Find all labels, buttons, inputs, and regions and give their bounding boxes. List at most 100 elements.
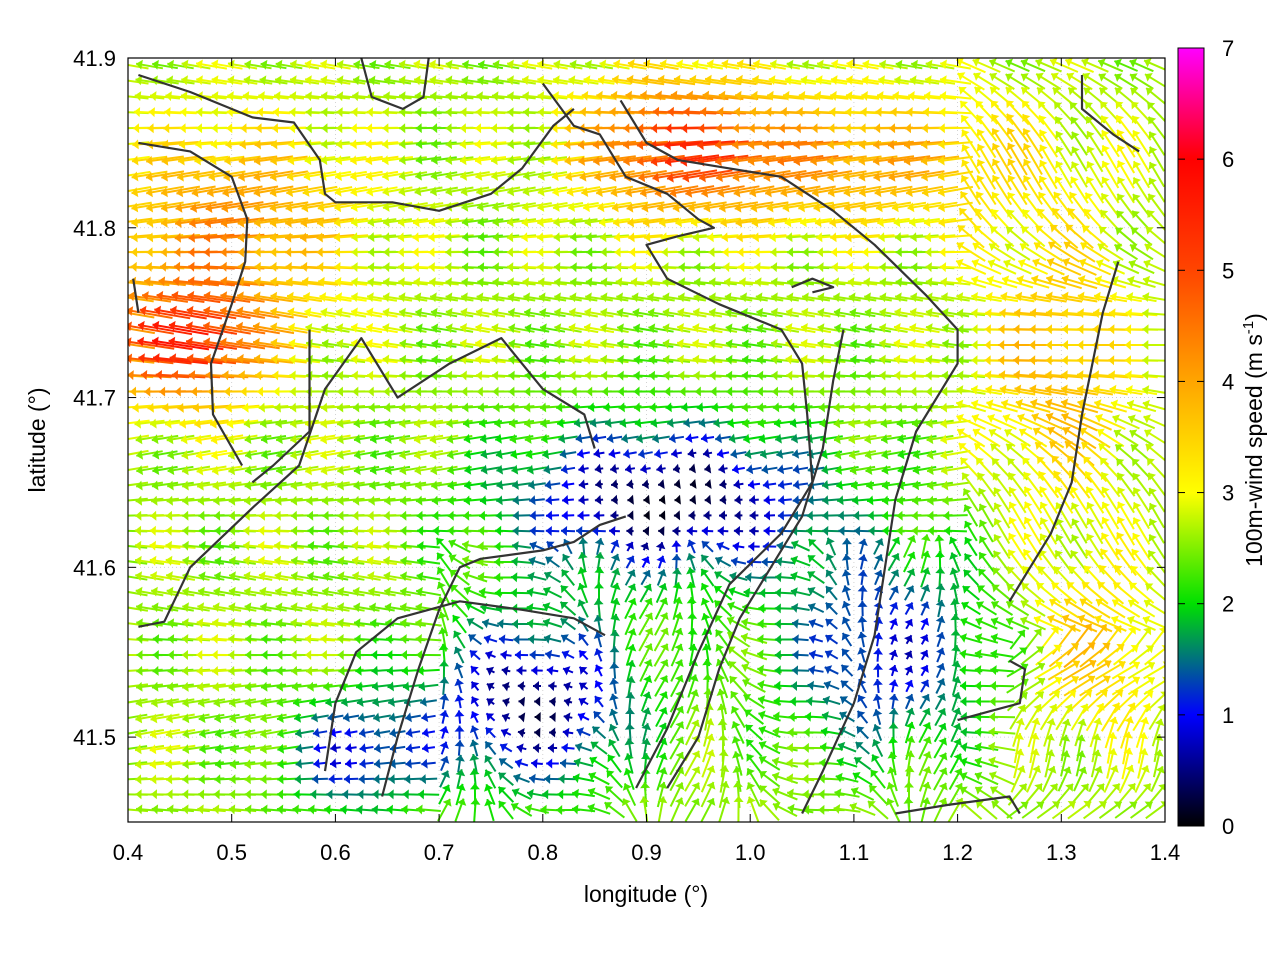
wind-arrow [1127,661,1156,680]
wind-arrow [822,525,841,536]
wind-arrow [366,186,398,197]
wind-arrow [730,556,747,567]
wind-arrow [470,798,481,822]
wind-arrow [862,59,894,70]
wind-arrow [774,650,796,660]
wind-arrow [942,495,969,506]
wind-arrow [470,696,480,707]
wind-arrow [544,479,561,490]
wind-arrow [211,75,243,86]
wind-arrow [1146,101,1165,123]
wind-arrow [1038,175,1059,205]
wind-arrow [627,510,634,521]
wind-arrow [517,728,526,738]
wind-arrow [382,171,413,181]
wind-arrow [383,75,412,86]
wind-arrow [1022,128,1044,159]
wind-arrow [910,232,939,243]
wind-arrow [561,510,575,521]
wind-arrow [1132,517,1151,545]
wind-arrow [894,232,924,243]
wind-arrow [1069,101,1090,124]
wind-arrow [498,800,514,820]
wind-arrow [701,540,714,553]
wind-arrow [1147,193,1165,218]
wind-arrow [641,707,652,727]
wind-arrow [357,712,376,723]
wind-arrow [1113,243,1139,261]
wind-arrow [871,738,884,758]
wind-arrow [1101,129,1120,158]
wind-arrow [872,694,883,709]
wind-arrow [934,693,946,710]
wind-arrow [1100,532,1121,561]
wind-arrow [604,785,625,804]
wind-arrow [800,217,832,228]
wind-arrow [498,634,514,645]
wind-arrow [674,494,681,505]
wind-arrow [1019,242,1047,262]
wind-arrow [1112,414,1140,430]
wind-arrow [718,510,728,521]
wind-arrow [1114,73,1138,90]
wind-arrow [1007,158,1028,191]
wind-arrow [551,170,585,182]
wind-arrow [1143,58,1165,71]
wind-arrow [719,494,727,505]
wind-arrow [908,91,941,101]
wind-arrow [165,91,196,102]
wind-arrow [732,170,776,182]
wind-arrow [1055,160,1073,189]
wind-arrow [1132,160,1151,189]
wind-arrow [733,479,744,490]
wind-arrow [792,464,809,475]
x-tick-label: 1.1 [839,840,870,865]
wind-arrow [736,59,772,70]
wind-arrow [714,556,732,567]
wind-arrow [188,232,235,243]
wind-arrow [702,448,713,459]
wind-arrow [469,739,480,757]
wind-arrow [405,712,421,723]
wind-arrow [920,155,960,166]
wind-arrow [128,155,150,161]
wind-arrow [415,154,442,165]
wind-arrow [317,201,354,213]
wind-arrow [491,91,521,102]
wind-arrow [449,584,470,602]
wind-arrow [1024,703,1042,731]
wind-arrow [561,568,575,587]
wind-arrow [1066,72,1093,91]
wind-arrow [499,743,513,753]
wind-arrow [593,598,604,619]
wind-arrow [318,276,353,287]
wind-arrow [1047,241,1081,263]
wind-arrow [445,217,474,227]
wind-arrow [841,632,853,647]
wind-arrow [500,728,512,738]
wind-arrow [825,618,838,630]
y-tick-label: 41.5 [73,725,116,750]
wind-arrow [1086,145,1104,173]
wind-arrow [657,796,668,822]
wind-arrow [384,59,411,70]
wind-arrow [889,601,899,616]
wind-arrow [286,170,323,182]
wind-arrow [583,201,615,213]
wind-arrow [1017,258,1049,275]
wind-arrow [320,155,351,166]
wind-arrow [333,232,369,243]
wind-arrow [1080,241,1110,262]
wind-arrow [987,414,1017,430]
wind-arrow [623,155,668,167]
wind-arrow [1097,58,1124,73]
wind-arrow [956,58,986,74]
wind-arrow [344,727,358,738]
wind-arrow [420,696,437,707]
wind-arrow [405,743,421,754]
colorbar-tick-label: 5 [1222,258,1234,283]
wind-arrow [382,277,413,288]
wind-arrow [514,758,529,769]
wind-arrow [483,634,498,644]
